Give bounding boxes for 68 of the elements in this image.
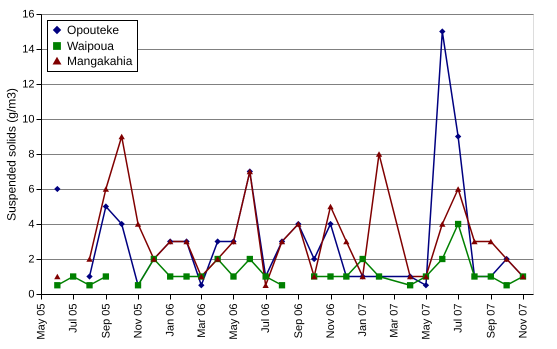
- x-tick-label: Jan 06: [164, 304, 177, 337]
- x-tick-label: May 07: [420, 304, 432, 340]
- point: [102, 186, 110, 192]
- x-tick-label: May 06: [228, 304, 240, 340]
- point: [488, 238, 494, 244]
- point: [406, 282, 414, 288]
- point: [54, 282, 61, 288]
- x-tick-label: Jan 07: [357, 304, 370, 337]
- y-axis-title: Suspended solids (g/m3): [4, 88, 18, 221]
- point: [439, 221, 446, 227]
- point: [503, 282, 510, 288]
- point: [454, 186, 462, 192]
- point: [327, 204, 334, 210]
- x-tick-label: May 05: [36, 304, 48, 340]
- point: [471, 238, 478, 244]
- point: [327, 220, 334, 228]
- legend-label: Waipoua: [67, 39, 114, 53]
- x-tick-label: Sep 07: [485, 304, 498, 338]
- point: [118, 220, 125, 228]
- legend-label: Opouteke: [67, 23, 120, 37]
- x-tick-label: Jul 07: [452, 304, 465, 333]
- x-tick-label: Mar 07: [388, 304, 400, 338]
- point: [214, 238, 221, 245]
- point: [86, 273, 93, 280]
- point: [167, 273, 174, 280]
- point: [102, 273, 110, 280]
- x-tick-label: Nov 06: [325, 304, 338, 338]
- y-tick-label: 12: [22, 78, 34, 90]
- y-tick-label: 6: [28, 184, 34, 196]
- x-tick-label: Nov 05: [132, 304, 145, 338]
- point: [86, 282, 93, 288]
- point: [246, 256, 253, 262]
- point: [70, 273, 76, 280]
- y-tick-label: 8: [28, 148, 34, 160]
- x-tick-label: Jul 06: [260, 304, 272, 333]
- y-tick-label: 4: [28, 218, 34, 230]
- point: [343, 238, 350, 244]
- point: [118, 134, 125, 140]
- x-tick-label: Sep 06: [292, 304, 305, 338]
- x-tick-label: Jul 05: [68, 304, 80, 333]
- x-tick-label: Mar 06: [196, 304, 208, 338]
- x-tick-label: Sep 05: [100, 304, 112, 338]
- point: [230, 273, 237, 280]
- y-tick-label: 0: [28, 288, 34, 300]
- point: [183, 273, 190, 280]
- point: [134, 221, 142, 227]
- point: [327, 273, 334, 280]
- x-tick-label: Nov 07: [517, 304, 530, 338]
- point: [439, 256, 446, 262]
- point: [278, 282, 286, 288]
- point: [54, 274, 61, 280]
- point: [54, 186, 61, 192]
- point: [454, 133, 462, 140]
- point: [198, 282, 204, 288]
- point: [102, 203, 110, 210]
- y-tick-label: 2: [28, 254, 34, 266]
- legend-label: Mangakahia: [67, 54, 133, 68]
- point: [262, 282, 269, 288]
- y-tick-label: 14: [22, 44, 34, 56]
- point: [310, 256, 318, 262]
- point: [376, 151, 382, 157]
- y-tick-label: 16: [22, 8, 34, 20]
- y-tick-label: 10: [22, 114, 34, 126]
- point: [86, 256, 93, 262]
- point: [360, 256, 366, 262]
- point: [454, 220, 462, 228]
- point: [439, 28, 446, 35]
- point: [422, 282, 430, 288]
